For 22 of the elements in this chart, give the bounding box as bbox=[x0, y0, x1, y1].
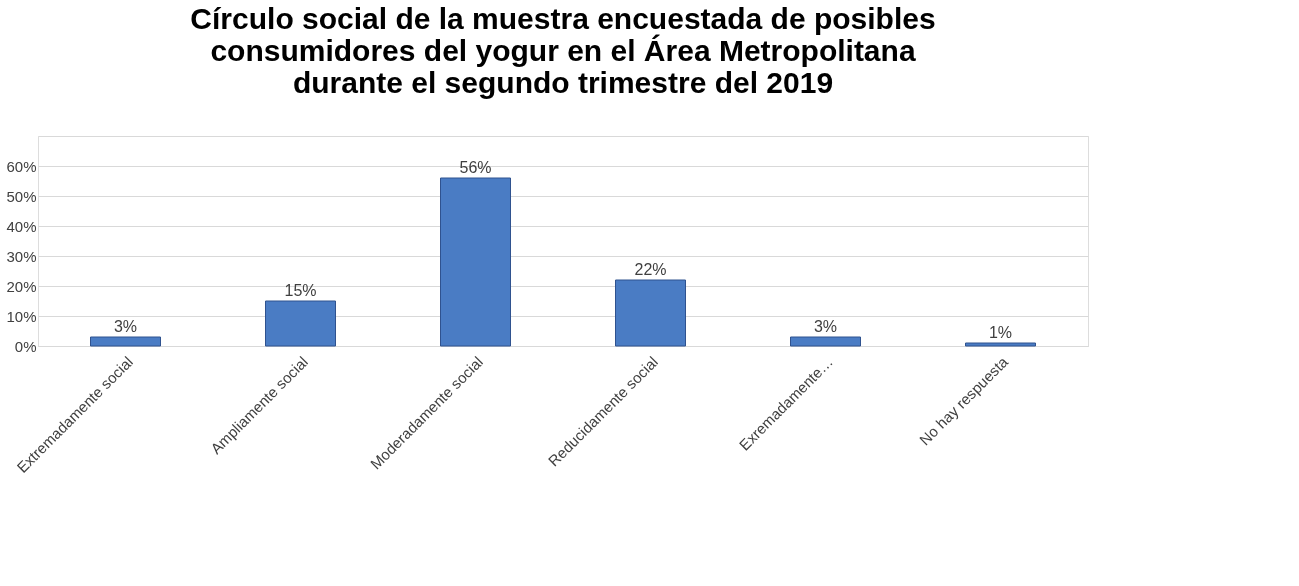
y-tick-label: 10% bbox=[6, 307, 37, 325]
y-tick-label: 30% bbox=[6, 247, 37, 265]
data-label: 22% bbox=[634, 261, 667, 278]
data-label: 56% bbox=[459, 159, 492, 176]
y-tick-label: 50% bbox=[6, 187, 37, 205]
text: Círculo social de la muestra encuestada de posibles bbox=[190, 2, 936, 35]
y-tick-label: 40% bbox=[6, 217, 37, 235]
y-tick-label: 0% bbox=[14, 337, 37, 355]
data-label: 15% bbox=[284, 282, 317, 299]
y-tick-label: 60% bbox=[6, 157, 37, 175]
data-label: 3% bbox=[813, 318, 838, 335]
text: durante el segundo trimestre del 2019 bbox=[292, 66, 834, 99]
bar bbox=[90, 336, 161, 347]
bar bbox=[440, 177, 511, 347]
bar bbox=[965, 342, 1036, 347]
text: consumidores del yogur en el Área Metropolitana bbox=[210, 34, 916, 67]
bar bbox=[265, 300, 336, 347]
data-label: 1% bbox=[988, 324, 1013, 341]
data-label: 3% bbox=[113, 318, 138, 335]
bar bbox=[615, 279, 686, 347]
bar bbox=[790, 336, 861, 347]
y-tick-label: 20% bbox=[6, 277, 37, 295]
